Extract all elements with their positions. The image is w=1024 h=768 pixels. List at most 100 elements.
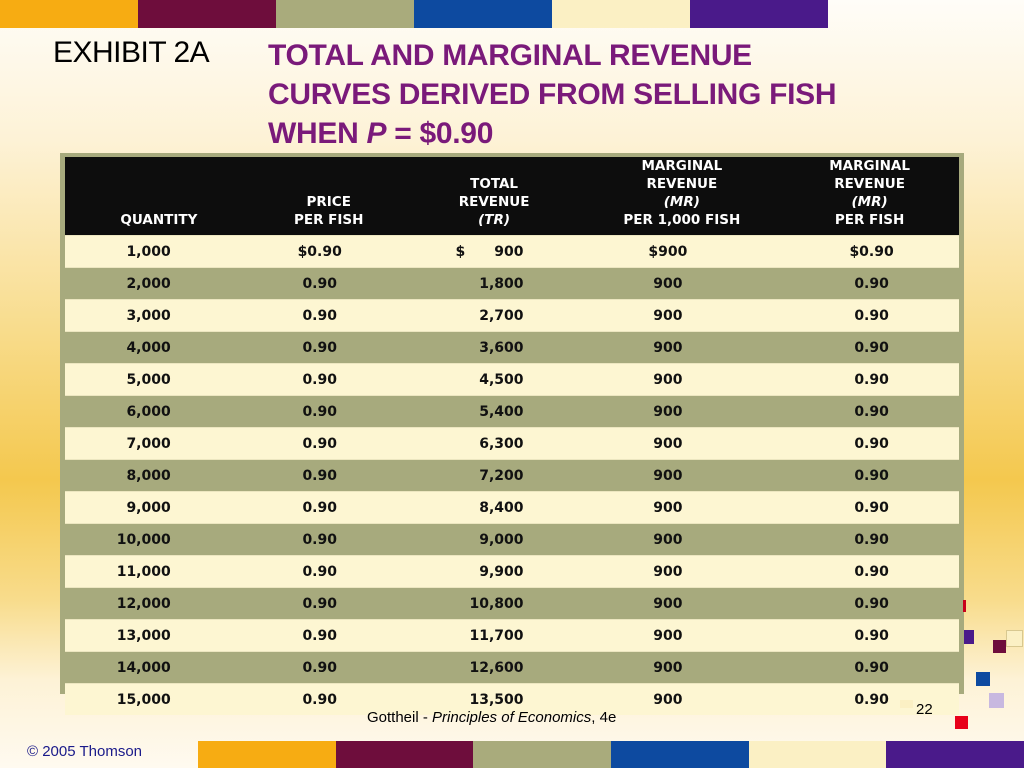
cell-mr-per-1000: 900	[653, 339, 683, 356]
cell-quantity: 10,000	[116, 531, 171, 548]
table-row: 4,000 0.90 3,600 900 0.90	[65, 331, 959, 364]
cell-mr-per-1000: 900	[653, 563, 683, 580]
decorative-square	[1006, 630, 1023, 647]
decorative-square	[963, 600, 966, 612]
decorative-square	[964, 630, 974, 644]
cell-mr-per-fish: 0.90	[854, 627, 889, 644]
cell-total-revenue: 9,900	[479, 563, 524, 580]
decorative-square	[900, 700, 913, 708]
cell-total-revenue: 10,800	[469, 595, 524, 612]
header-marginal-revenue-per-fish: MARGINAL REVENUE (MR) PER FISH	[829, 158, 910, 228]
stripe-segment	[886, 741, 1024, 768]
cell-price: 0.90	[302, 595, 337, 612]
exhibit-label: EXHIBIT 2A	[53, 36, 210, 69]
cell-mr-per-1000: 900	[653, 435, 683, 452]
table-row: 5,000 0.90 4,500 900 0.90	[65, 363, 959, 396]
cell-mr-per-1000: 900	[653, 659, 683, 676]
cell-total-revenue: 8,400	[479, 499, 524, 516]
cell-mr-per-1000: 900	[653, 499, 683, 516]
cell-quantity: 8,000	[126, 467, 171, 484]
title-line-3: WHEN P = $0.90	[268, 114, 968, 153]
cell-price: 0.90	[302, 691, 337, 708]
stripe-segment	[138, 0, 276, 28]
cell-price: 0.90	[302, 563, 337, 580]
cell-mr-per-fish: 0.90	[854, 595, 889, 612]
cell-quantity: 14,000	[116, 659, 171, 676]
header-marginal-revenue-per-1000: MARGINAL REVENUE (MR) PER 1,000 FISH	[623, 158, 741, 228]
cell-quantity: 6,000	[126, 403, 171, 420]
revenue-table: QUANTITY PRICE PER FISH TOTAL REVENUE (TR) …	[65, 157, 959, 715]
stripe-segment	[473, 741, 612, 768]
stripe-segment	[276, 0, 414, 28]
cell-total-revenue: $900	[455, 243, 524, 260]
table-row: 10,000 0.90 9,000 900 0.90	[65, 523, 959, 556]
table-row: 12,000 0.90 10,800 900 0.90	[65, 587, 959, 620]
cell-total-revenue: 13,500	[469, 691, 524, 708]
page-number: 22	[916, 701, 933, 718]
table-row: 1,000 $0.90 $900 $900 $0.90	[65, 235, 959, 268]
cell-quantity: 5,000	[126, 371, 171, 388]
revenue-table-frame: QUANTITY PRICE PER FISH TOTAL REVENUE (TR) …	[60, 153, 964, 715]
cell-mr-per-fish: 0.90	[854, 307, 889, 324]
bottom-color-stripe	[198, 741, 1024, 768]
decorative-square	[955, 716, 968, 729]
cell-mr-per-1000: 900	[653, 595, 683, 612]
cell-total-revenue: 7,200	[479, 467, 524, 484]
title-price-variable: P	[366, 117, 387, 150]
cell-mr-per-fish: $0.90	[849, 243, 894, 260]
cell-mr-per-fish: 0.90	[854, 403, 889, 420]
title-line-1: TOTAL AND MARGINAL REVENUE	[268, 39, 752, 72]
cell-mr-per-1000: 900	[653, 467, 683, 484]
cell-mr-per-1000: 900	[653, 275, 683, 292]
cell-total-revenue: 3,600	[479, 339, 524, 356]
cell-total-revenue: 2,700	[479, 307, 524, 324]
cell-price: 0.90	[302, 467, 337, 484]
slide-title: TOTAL AND MARGINAL REVENUE CURVES DERIVE…	[268, 36, 968, 153]
table-row: 7,000 0.90 6,300 900 0.90	[65, 427, 959, 460]
header-price: PRICE PER FISH	[293, 194, 364, 228]
cell-quantity: 4,000	[126, 339, 171, 356]
cell-mr-per-fish: 0.90	[854, 531, 889, 548]
top-color-stripe	[0, 0, 828, 28]
cell-quantity: 1,000	[126, 243, 171, 260]
cell-mr-per-fish: 0.90	[854, 691, 889, 708]
cell-mr-per-1000: 900	[653, 307, 683, 324]
table-row: 11,000 0.90 9,900 900 0.90	[65, 555, 959, 588]
cell-mr-per-fish: 0.90	[854, 339, 889, 356]
stripe-segment	[335, 741, 474, 768]
table-row: 2,000 0.90 1,800 900 0.90	[65, 267, 959, 300]
stripe-segment	[690, 0, 828, 28]
stripe-segment	[552, 0, 690, 28]
stripe-segment	[748, 741, 887, 768]
table-row: 13,000 0.90 11,700 900 0.90	[65, 619, 959, 652]
cell-mr-per-1000: 900	[653, 371, 683, 388]
cell-quantity: 12,000	[116, 595, 171, 612]
cell-mr-per-1000: $900	[648, 243, 688, 260]
cell-mr-per-1000: 900	[653, 691, 683, 708]
cell-mr-per-fish: 0.90	[854, 499, 889, 516]
table-row: 15,000 0.90 13,500 900 0.90	[65, 683, 959, 715]
cell-quantity: 3,000	[126, 307, 171, 324]
cell-total-revenue: 1,800	[479, 275, 524, 292]
cell-total-revenue: 12,600	[469, 659, 524, 676]
cell-total-revenue: 6,300	[479, 435, 524, 452]
cell-mr-per-fish: 0.90	[854, 467, 889, 484]
cell-mr-per-1000: 900	[653, 627, 683, 644]
table-header-row: QUANTITY PRICE PER FISH TOTAL REVENUE (TR) …	[65, 157, 959, 236]
decorative-square	[989, 693, 1004, 708]
cell-quantity: 9,000	[126, 499, 171, 516]
title-line-3-suffix: = $0.90	[386, 117, 494, 150]
cell-quantity: 15,000	[116, 691, 171, 708]
cell-price: $0.90	[297, 243, 342, 260]
stripe-segment	[414, 0, 552, 28]
cell-quantity: 13,000	[116, 627, 171, 644]
cell-price: 0.90	[302, 403, 337, 420]
cell-mr-per-fish: 0.90	[854, 659, 889, 676]
cell-mr-per-1000: 900	[653, 403, 683, 420]
cell-price: 0.90	[302, 371, 337, 388]
cell-mr-per-fish: 0.90	[854, 371, 889, 388]
title-line-2: CURVES DERIVED FROM SELLING FISH	[268, 78, 837, 111]
title-line-3-prefix: WHEN	[268, 117, 367, 150]
cell-price: 0.90	[302, 659, 337, 676]
stripe-segment	[611, 741, 749, 768]
